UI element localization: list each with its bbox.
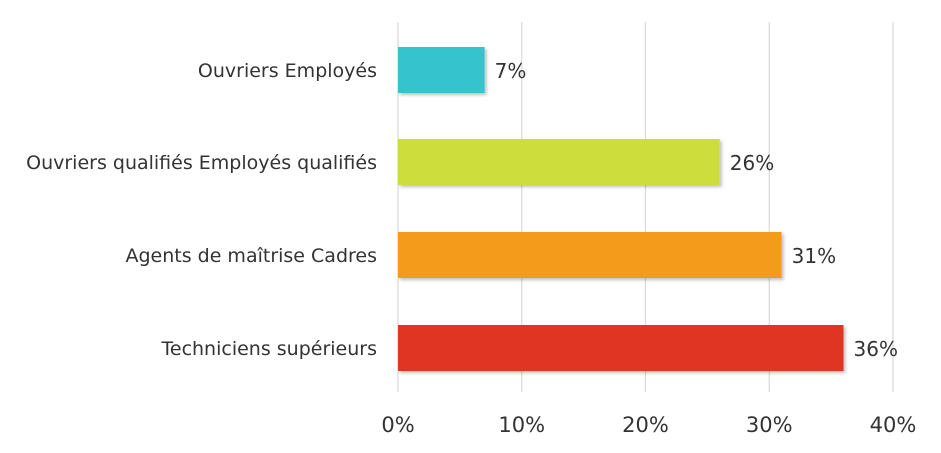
x-tick-label: 20% bbox=[622, 413, 669, 437]
category-labels: Ouvriers Employés Ouvriers qualifiés Empl… bbox=[26, 60, 377, 360]
x-tick-label: 0% bbox=[381, 413, 414, 437]
bar-2 bbox=[398, 232, 782, 278]
category-label: Ouvriers Employés bbox=[198, 60, 377, 82]
value-label: 31% bbox=[792, 244, 836, 268]
value-label: 26% bbox=[730, 151, 774, 175]
x-tick-label: 30% bbox=[746, 413, 793, 437]
bar-3 bbox=[398, 325, 844, 371]
value-label: 7% bbox=[495, 59, 527, 83]
value-label: 36% bbox=[854, 337, 898, 361]
bars bbox=[398, 47, 844, 371]
x-tick-label: 40% bbox=[870, 413, 917, 437]
x-axis-tick-labels: 0% 10% 20% 30% 40% bbox=[381, 413, 916, 437]
bar-0 bbox=[398, 47, 485, 93]
x-tick-label: 10% bbox=[498, 413, 545, 437]
category-label: Agents de maîtrise Cadres bbox=[125, 245, 377, 267]
bar-1 bbox=[398, 139, 720, 185]
category-label: Techniciens supérieurs bbox=[161, 338, 378, 360]
category-label: Ouvriers qualifiés Employés qualifiés bbox=[26, 152, 377, 174]
value-labels: 7% 26% 31% 36% bbox=[495, 59, 898, 361]
